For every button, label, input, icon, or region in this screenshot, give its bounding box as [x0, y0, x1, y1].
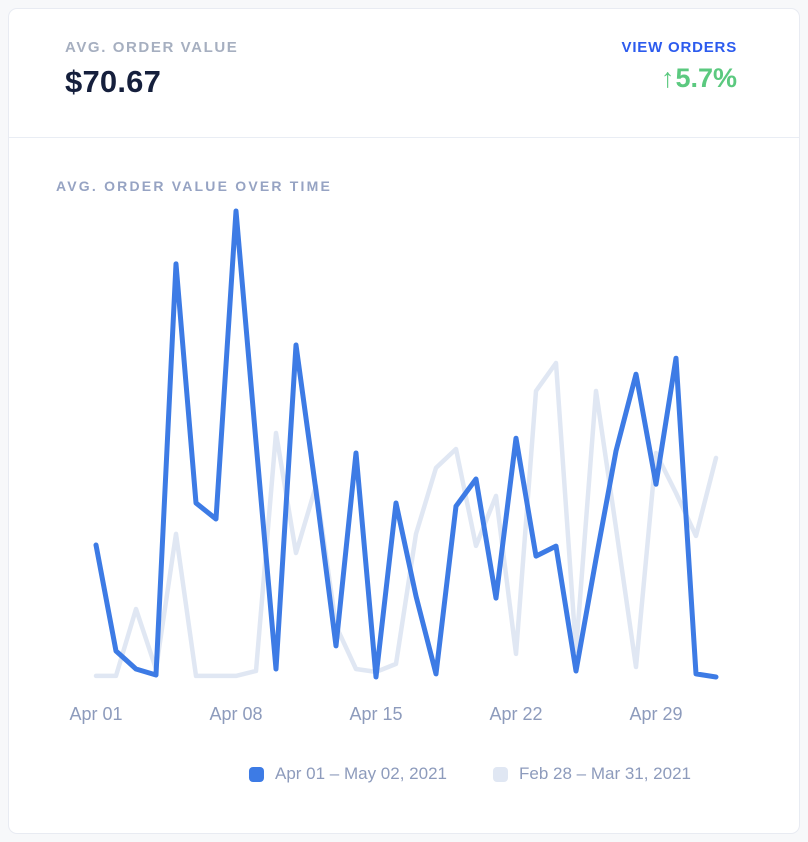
metric-block: AVG. ORDER VALUE $70.67: [65, 39, 238, 100]
metric-value: $70.67: [65, 64, 162, 99]
delta-value: 5.7%: [675, 63, 737, 93]
delta-badge: ↑5.7%: [622, 63, 737, 94]
x-axis-tick: Apr 22: [489, 704, 543, 724]
x-axis-tick: Apr 29: [629, 704, 683, 724]
chart-title: AVG. ORDER VALUE OVER TIME: [56, 178, 333, 194]
x-axis-tick: Apr 01: [69, 704, 123, 724]
legend-swatch-previous: [493, 766, 508, 782]
header-actions: VIEW ORDERS ↑5.7%: [622, 39, 737, 94]
series-line-previous: [93, 360, 719, 679]
legend-label-current: Apr 01 – May 02, 2021: [274, 764, 447, 783]
avg-order-value-card: AVG. ORDER VALUE $70.67 VIEW ORDERS ↑5.7…: [8, 8, 800, 834]
legend-item-previous[interactable]: Feb 28 – Mar 31, 2021: [493, 764, 691, 784]
view-orders-link[interactable]: VIEW ORDERS: [621, 39, 737, 56]
chart-section: AVG. ORDER VALUE OVER TIME Apr 01 Apr 08 A…: [9, 138, 799, 833]
x-axis-tick: Apr 15: [349, 704, 403, 724]
legend-label-previous: Feb 28 – Mar 31, 2021: [519, 764, 692, 783]
x-axis: Apr 01 Apr 08 Apr 15 Apr 22 Apr 29: [9, 704, 799, 732]
legend-item-current[interactable]: Apr 01 – May 02, 2021: [248, 764, 447, 784]
card-header: AVG. ORDER VALUE $70.67 VIEW ORDERS ↑5.7…: [9, 9, 799, 138]
line-chart-svg[interactable]: [9, 191, 800, 701]
series-line-current: [93, 208, 719, 680]
arrow-up-icon: ↑: [660, 63, 675, 93]
chart-legend: Apr 01 – May 02, 2021 Feb 28 – Mar 31, 2…: [248, 764, 691, 784]
legend-swatch-current: [248, 766, 264, 782]
x-axis-tick: Apr 08: [209, 704, 263, 724]
metric-label: AVG. ORDER VALUE: [65, 39, 239, 56]
